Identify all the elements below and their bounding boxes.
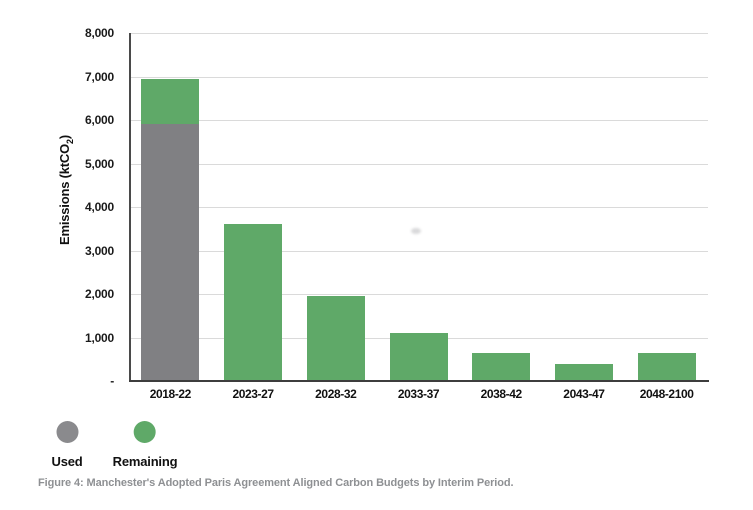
x-tick-label: 2033-37 [397,387,440,401]
y-axis-title: Emissions (ktCO2) [57,135,75,245]
figure-caption: Figure 4: Manchester's Adopted Paris Agr… [38,477,514,489]
gridline [129,207,708,208]
legend-label-used: Used [51,454,83,469]
x-tick-label: 2018-22 [149,387,192,401]
x-axis-line [129,380,709,382]
x-tick-label: 2028-32 [315,387,357,401]
bar-2023-27-remaining [224,224,283,381]
y-tick-label: 5,000 [84,156,114,171]
y-axis-title-text: Emissions (ktCO [57,143,73,245]
bar-2043-47-remaining [554,363,613,381]
y-tick-label: 3,000 [84,243,114,258]
gridline [129,294,708,295]
legend-label-remaining: Remaining [112,454,178,469]
y-axis-title-subscript: 2 [64,139,75,144]
gridline [129,250,708,252]
bar-2018-22-remaining [141,78,200,125]
gridline [129,76,708,78]
gridline [129,33,708,34]
used-swatch-icon [56,421,78,443]
x-tick-label: 2038-42 [480,387,523,401]
y-axis-line [129,33,131,381]
remaining-swatch-icon [134,421,156,443]
bar-2048-2100-remaining [637,353,696,381]
y-tick-label: - [110,374,114,388]
bar-2038-42-remaining [472,352,531,381]
smudge-artifact [411,228,421,234]
gridline [129,163,708,165]
plot-area [129,33,708,381]
x-tick-label: 2023-27 [232,387,274,401]
x-tick-label: 2043-47 [563,387,605,401]
x-tick-label: 2048-2100 [639,387,694,401]
y-tick-label: 6,000 [84,113,114,127]
y-axis-title-close: ) [57,135,73,140]
bar-2028-32-remaining [306,296,365,381]
y-tick-label: 7,000 [84,69,114,84]
bar-2033-37-remaining [389,333,448,381]
y-tick-label: 1,000 [84,330,114,345]
legend-item-used: Used [52,421,83,469]
gridline [129,120,708,121]
y-tick-label: 8,000 [84,26,114,40]
y-tick-label: 2,000 [84,287,114,301]
y-tick-label: 4,000 [84,200,114,214]
bar-2018-22-used [141,124,200,381]
legend-item-remaining: Remaining [113,421,178,469]
